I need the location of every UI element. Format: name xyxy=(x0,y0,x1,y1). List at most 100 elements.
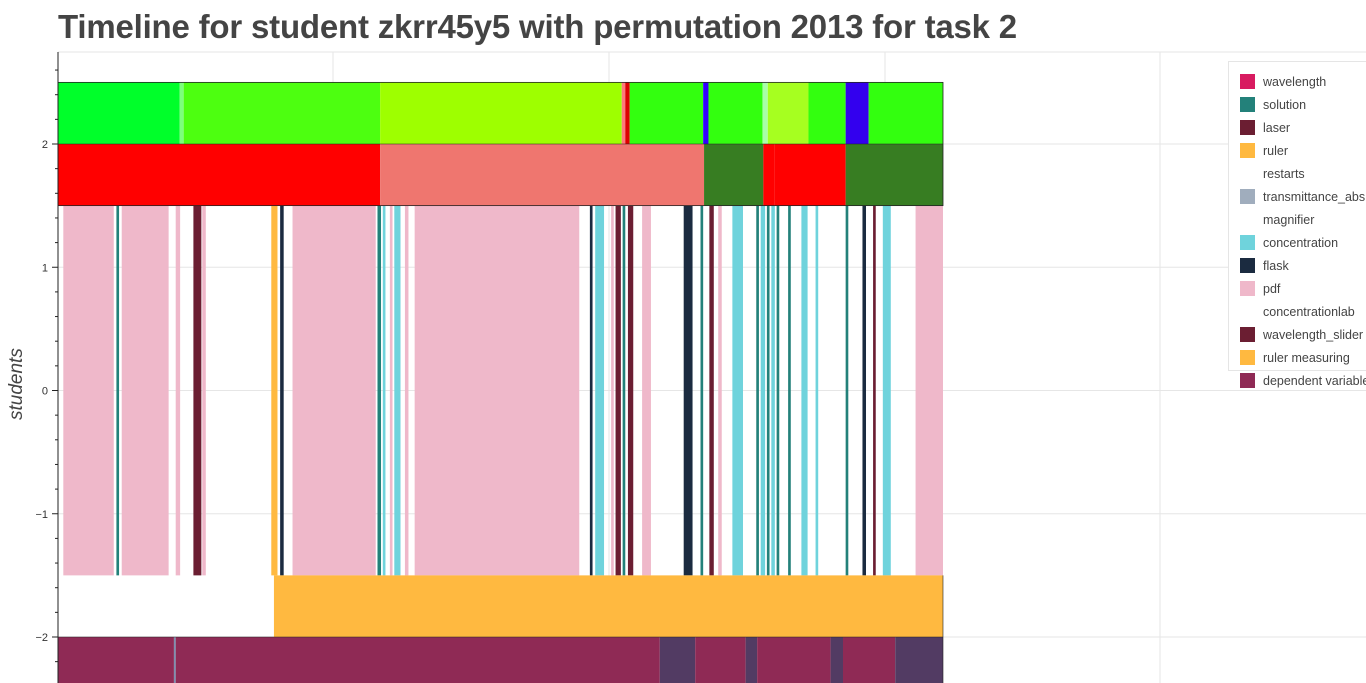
legend-label: concentration xyxy=(1263,235,1339,250)
legend-swatch xyxy=(1240,212,1255,227)
timeline-segment xyxy=(815,205,819,576)
timeline-segment xyxy=(771,205,775,576)
legend-item[interactable]: concentrationlab xyxy=(1229,300,1366,323)
timeline-segment xyxy=(915,205,943,576)
legend-label: restarts xyxy=(1263,166,1305,181)
timeline-segment xyxy=(625,82,630,144)
timeline-segment xyxy=(179,82,184,144)
timeline-segment xyxy=(116,205,120,576)
legend-swatch xyxy=(1240,373,1255,388)
timeline-segment xyxy=(58,637,174,683)
timeline-segment xyxy=(842,637,896,683)
timeline-segment xyxy=(845,82,869,144)
legend-label: laser xyxy=(1263,120,1291,135)
timeline-segment xyxy=(271,205,278,576)
timeline-segment xyxy=(175,637,660,683)
timeline-segment xyxy=(708,82,763,144)
legend-swatch xyxy=(1240,74,1255,89)
legend-label: solution xyxy=(1263,97,1307,112)
timeline-segment xyxy=(58,82,180,144)
timeline-segment xyxy=(862,205,867,576)
timeline-segment xyxy=(745,637,758,683)
legend-label: transmittance_abs xyxy=(1263,189,1366,204)
timeline-segment xyxy=(292,205,376,576)
timeline-segment xyxy=(193,205,202,576)
chart-title: Timeline for student zkrr45y5 with permu… xyxy=(58,8,1017,45)
legend-item[interactable]: concentration xyxy=(1229,231,1366,254)
timeline-segment xyxy=(732,205,743,576)
legend-item[interactable]: ruler xyxy=(1229,139,1366,162)
legend-item[interactable]: dependent variable xyxy=(1229,369,1366,392)
legend-item[interactable]: transmittance_abs xyxy=(1229,185,1366,208)
legend-label: ruler measuring xyxy=(1263,350,1350,365)
timeline-segment xyxy=(414,205,580,576)
y-tick-label: −2 xyxy=(35,632,48,644)
timeline-segment xyxy=(404,205,409,576)
timeline-segment xyxy=(642,205,651,576)
legend-swatch xyxy=(1240,235,1255,250)
legend-swatch xyxy=(1240,143,1255,158)
legend-swatch xyxy=(1240,97,1255,112)
timeline-segment xyxy=(700,205,704,576)
timeline-segment xyxy=(845,205,849,576)
legend-item[interactable]: magnifier xyxy=(1229,208,1366,231)
legend-item[interactable]: pdf xyxy=(1229,277,1366,300)
timeline-segment xyxy=(58,144,381,206)
timeline-segment xyxy=(882,205,891,576)
timeline-segment xyxy=(659,637,696,683)
timeline-segment xyxy=(760,205,766,576)
legend-label: dependent variable xyxy=(1263,373,1366,388)
legend-swatch xyxy=(1240,304,1255,319)
timeline-segment xyxy=(683,205,693,576)
timeline-segment xyxy=(389,205,393,576)
timeline-segment xyxy=(703,82,709,144)
timeline-segment xyxy=(756,205,759,576)
timeline-bars xyxy=(57,81,944,683)
timeline-segment xyxy=(273,575,943,637)
timeline-segment xyxy=(766,205,770,576)
timeline-segment xyxy=(808,82,846,144)
legend-label: magnifier xyxy=(1263,212,1315,227)
timeline-segment xyxy=(767,82,809,144)
legend-swatch xyxy=(1240,166,1255,181)
timeline-segment xyxy=(774,144,846,206)
timeline-segment xyxy=(757,637,831,683)
legend-label: concentrationlab xyxy=(1263,304,1355,319)
timeline-segment xyxy=(589,205,593,576)
timeline-segment xyxy=(622,205,626,576)
timeline-segment xyxy=(595,205,605,576)
timeline-segment xyxy=(801,205,808,576)
timeline-segment xyxy=(627,205,634,576)
legend-item[interactable]: wavelength xyxy=(1229,70,1366,93)
legend-swatch xyxy=(1240,189,1255,204)
legend-item[interactable]: flask xyxy=(1229,254,1366,277)
timeline-segment xyxy=(845,144,943,206)
timeline-segment xyxy=(173,637,176,683)
timeline-segment xyxy=(695,637,746,683)
timeline-segment xyxy=(121,205,169,576)
timeline-segment xyxy=(615,205,621,576)
y-tick-label: 0 xyxy=(42,386,48,398)
timeline-segment xyxy=(788,205,791,576)
timeline-segment xyxy=(394,205,401,576)
legend-label: ruler xyxy=(1263,143,1289,158)
legend-item[interactable]: restarts xyxy=(1229,162,1366,185)
legend-swatch xyxy=(1240,258,1255,273)
timeline-segment xyxy=(611,205,614,576)
timeline-segment xyxy=(183,82,381,144)
timeline-segment xyxy=(762,82,768,144)
timeline-segment xyxy=(175,205,181,576)
legend-label: wavelength_slider xyxy=(1263,327,1364,342)
legend-swatch xyxy=(1240,327,1255,342)
legend-item[interactable]: laser xyxy=(1229,116,1366,139)
timeline-segment xyxy=(380,82,622,144)
legend-label: flask xyxy=(1263,258,1289,273)
y-tick-label: 2 xyxy=(42,139,48,151)
timeline-segment xyxy=(868,82,943,144)
legend-item[interactable]: ruler measuring xyxy=(1229,346,1366,369)
timeline-segment xyxy=(718,205,722,576)
legend-item[interactable]: wavelength_slider xyxy=(1229,323,1366,346)
timeline-segment xyxy=(704,144,764,206)
legend-item[interactable]: solution xyxy=(1229,93,1366,116)
